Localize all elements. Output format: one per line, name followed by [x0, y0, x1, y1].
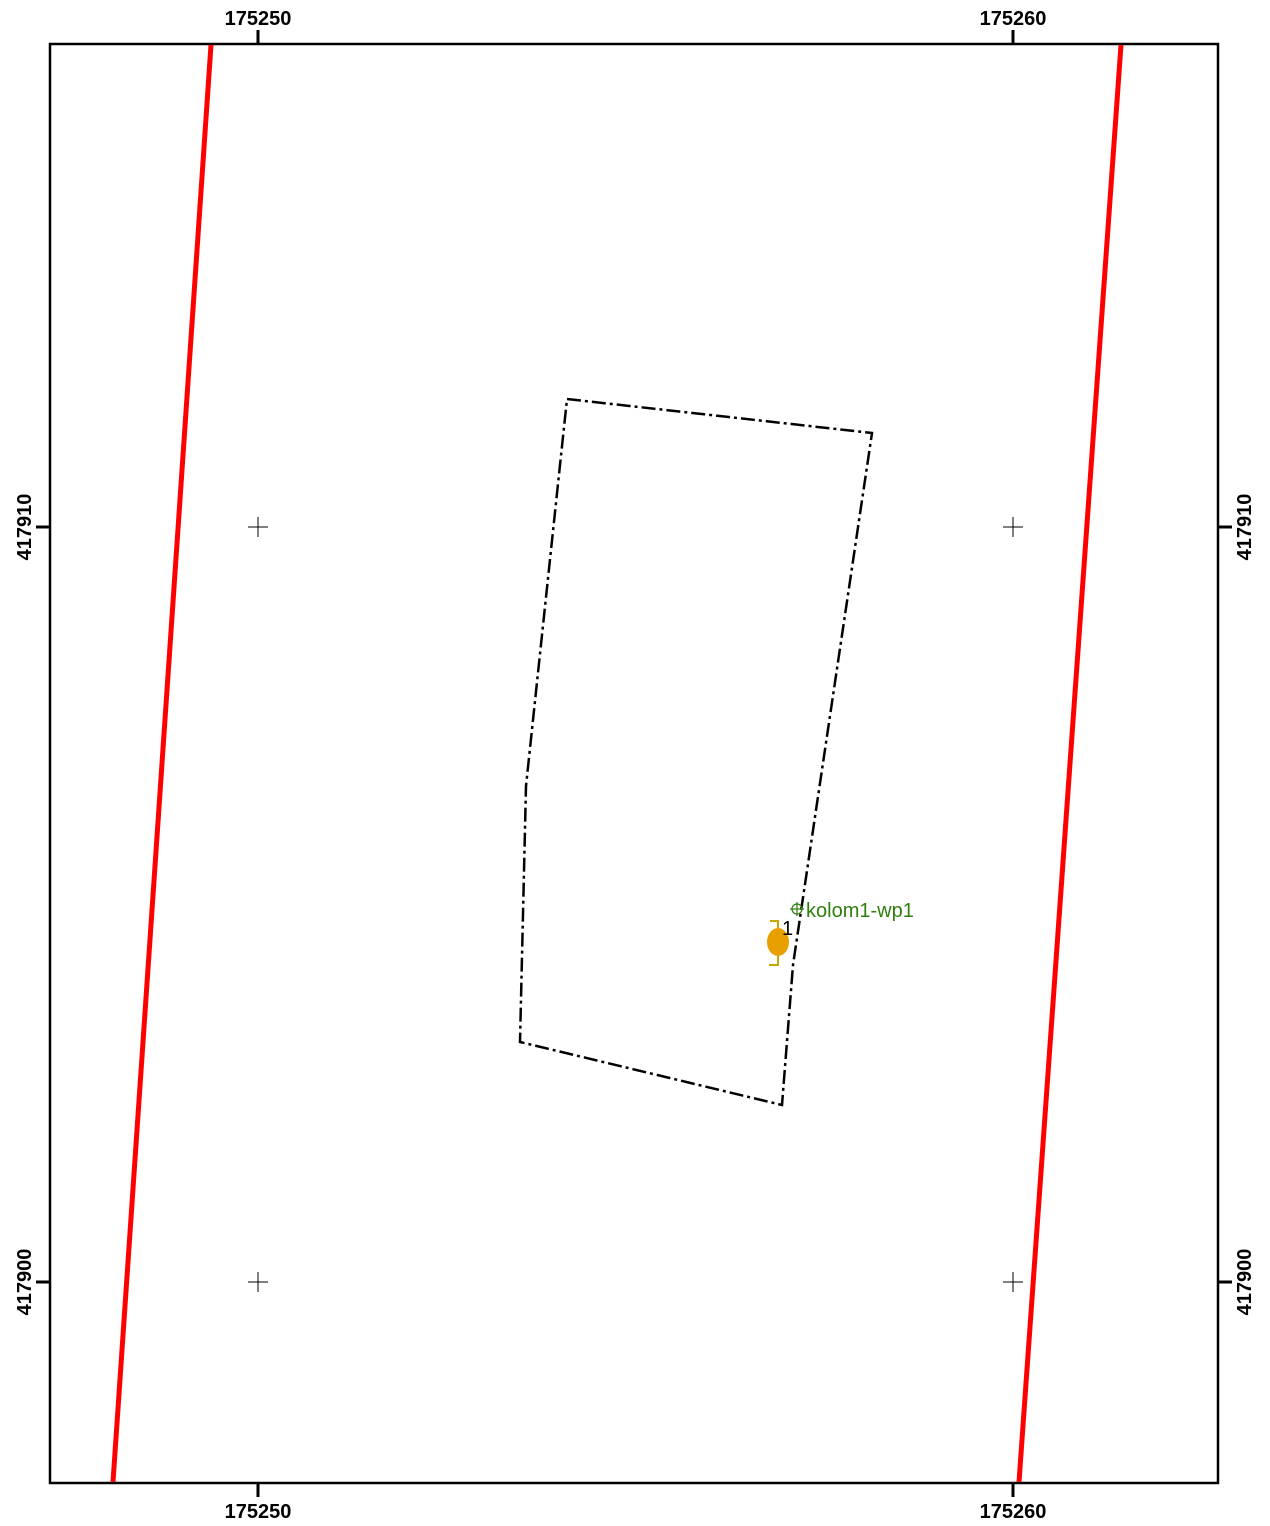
y-label-left-417900: 417900: [14, 1249, 36, 1316]
crosshair-icon: [790, 902, 804, 916]
boundary-line-right: [1016, 44, 1124, 1483]
boundary-line-left: [110, 44, 214, 1483]
point-marker: [767, 928, 789, 956]
y-label-left-417910: 417910: [14, 494, 36, 561]
grid-cross-175260-417910: [1003, 517, 1023, 537]
x-label-top-175260: 175260: [980, 8, 1047, 30]
grid-crosses: [248, 517, 1023, 1292]
grid-cross-175250-417900: [248, 1272, 268, 1292]
y-label-right-417910: 417910: [1234, 494, 1256, 561]
parcel-outline: [518, 397, 874, 1107]
x-label-bottom-175250: 175250: [225, 1501, 292, 1523]
point-feature: 1 kolom1-wp1: [767, 900, 914, 966]
grid-cross-175250-417910: [248, 517, 268, 537]
x-label-bottom-175260: 175260: [980, 1501, 1047, 1523]
grid-cross-175260-417900: [1003, 1272, 1023, 1292]
map-frame: [48, 42, 1220, 1485]
y-label-right-417900: 417900: [1234, 1249, 1256, 1316]
point-number: 1: [782, 918, 793, 940]
point-label: kolom1-wp1: [806, 900, 914, 922]
x-label-top-175250: 175250: [225, 8, 292, 30]
frame-ticks: [36, 30, 1232, 1497]
